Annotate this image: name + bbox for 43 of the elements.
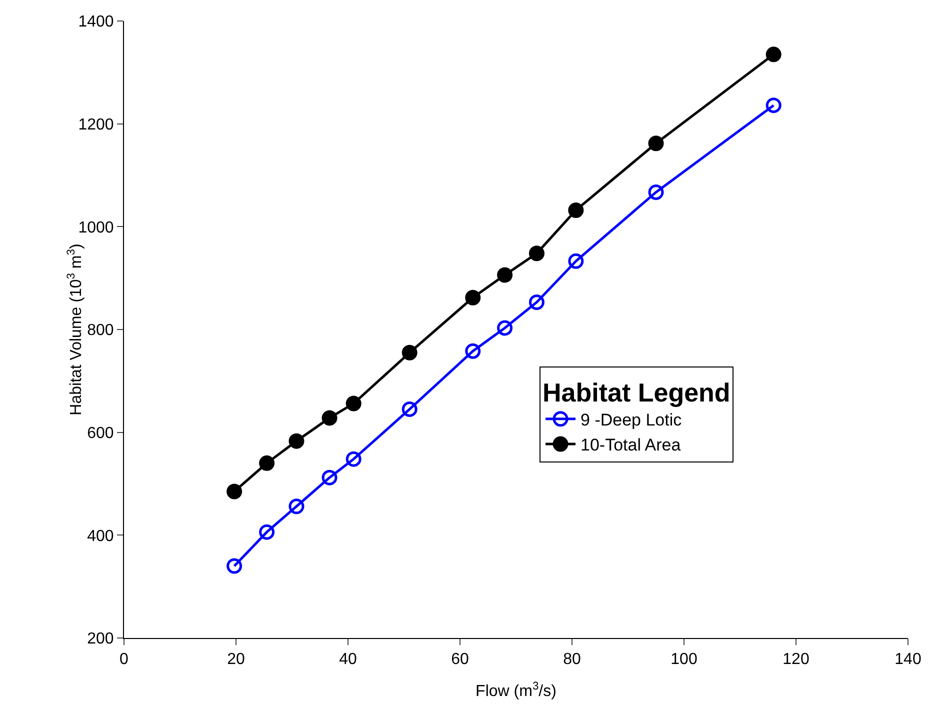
legend-title: Habitat Legend xyxy=(542,377,730,408)
legend-label: 10-Total Area xyxy=(580,436,682,455)
point xyxy=(497,267,513,283)
y-tick-label: 800 xyxy=(87,322,114,340)
point xyxy=(497,320,513,336)
x-tick-label: 60 xyxy=(451,651,469,668)
y-tick-label: 400 xyxy=(87,528,114,545)
point xyxy=(346,396,362,412)
y-tick-label: 600 xyxy=(87,424,114,442)
point xyxy=(322,410,338,426)
legend-label: 9 -Deep Lotic xyxy=(580,410,682,430)
y-tick-label: 1000 xyxy=(78,219,114,236)
point xyxy=(402,344,418,360)
point xyxy=(766,46,782,62)
x-tick-label: 140 xyxy=(894,651,922,668)
x-tick-label: 80 xyxy=(563,651,581,668)
point xyxy=(226,484,242,500)
point xyxy=(402,401,418,417)
y-tick-label: 1400 xyxy=(78,14,114,31)
point xyxy=(465,290,481,306)
point xyxy=(528,294,544,310)
x-tick-label: 100 xyxy=(670,651,698,668)
point xyxy=(648,136,664,152)
point xyxy=(648,184,664,200)
point xyxy=(766,98,782,114)
point xyxy=(568,202,584,218)
x-tick-label: 40 xyxy=(339,651,357,668)
point xyxy=(465,343,481,359)
x-axis-title: Flow (m$^{3}$/s) xyxy=(476,680,556,700)
point xyxy=(346,451,362,467)
x-tick-label: 120 xyxy=(782,651,810,668)
point xyxy=(288,498,304,514)
y-tick-label: 1200 xyxy=(78,116,114,134)
x-tick-label: 0 xyxy=(120,651,129,668)
point xyxy=(528,246,544,262)
point xyxy=(288,433,304,449)
point xyxy=(259,524,275,540)
x-tick-label: 20 xyxy=(227,651,245,668)
point xyxy=(322,470,338,486)
point xyxy=(259,455,275,471)
point xyxy=(226,558,242,574)
y-tick-label: 200 xyxy=(87,630,114,648)
point xyxy=(568,253,584,269)
